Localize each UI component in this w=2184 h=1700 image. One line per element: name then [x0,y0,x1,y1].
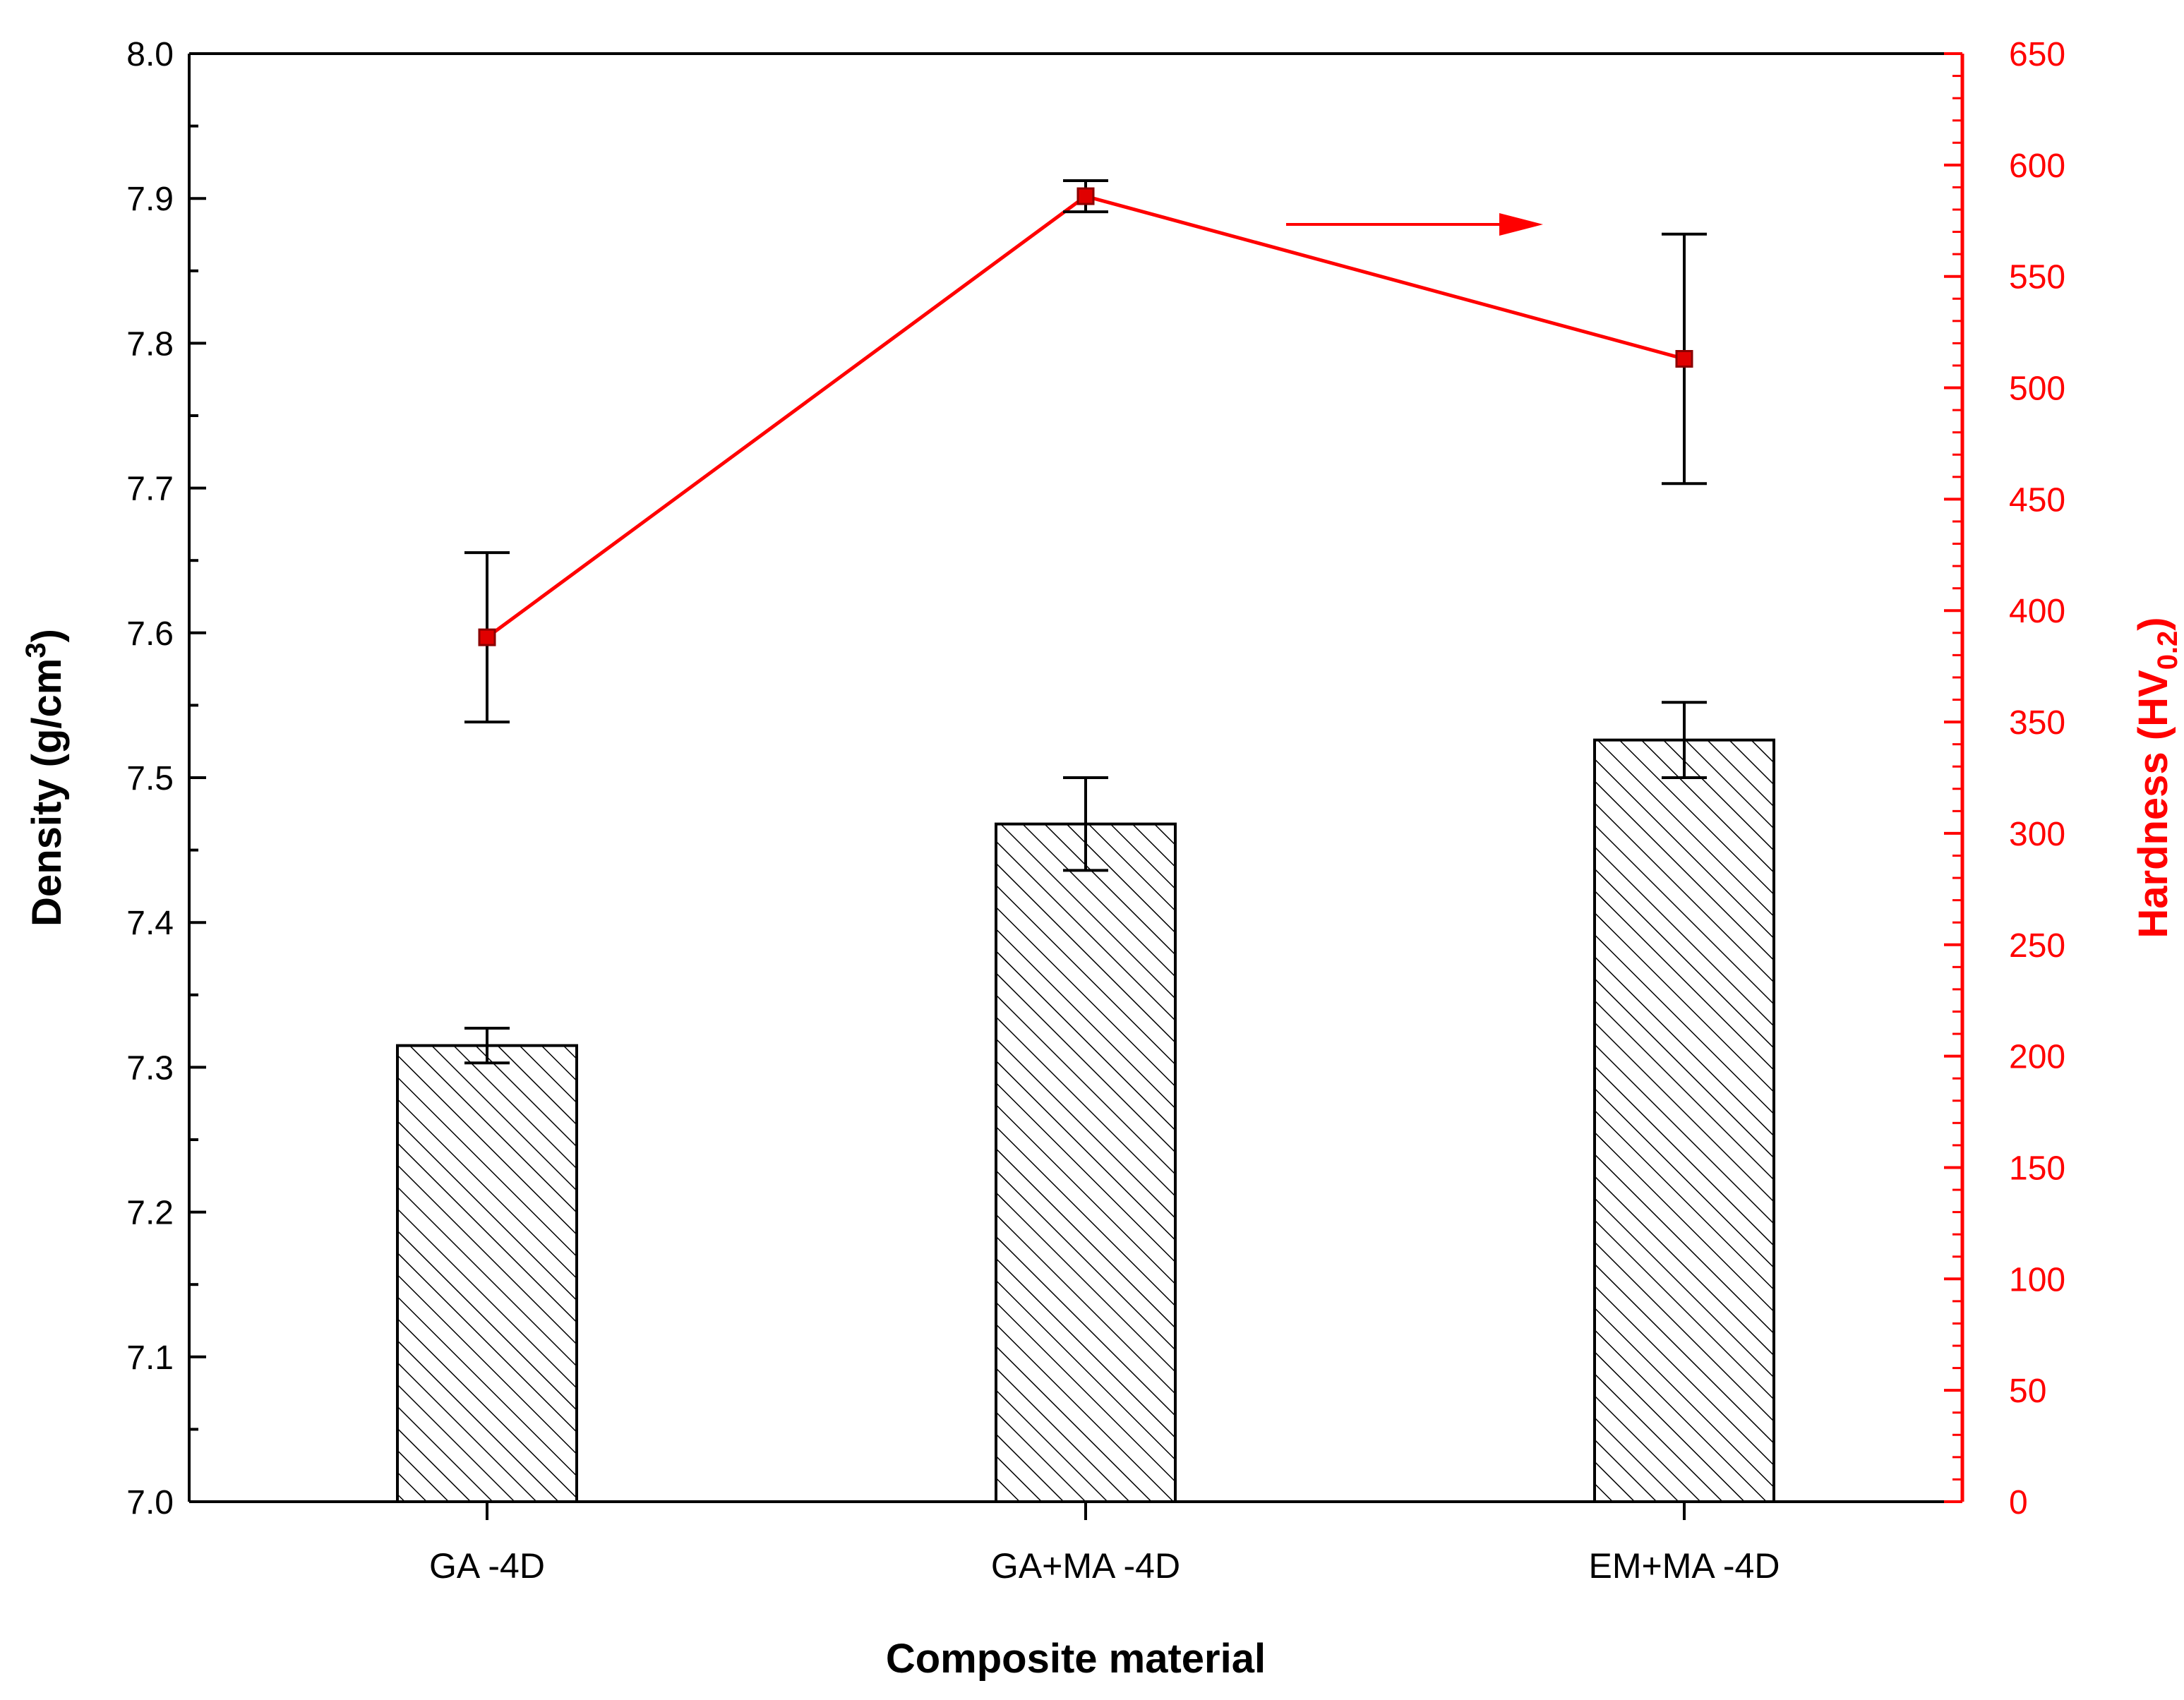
y-tick-label: 7.6 [126,615,174,653]
y-tick-label: 7.0 [126,1484,174,1521]
y-tick-label: 7.2 [126,1195,174,1232]
y-tick-label: 7.4 [126,905,174,942]
density-bar [995,822,1177,1503]
x-category-label: GA -4D [429,1546,545,1586]
y2-tick-label: 500 [2009,370,2065,408]
density-bar [1593,738,1775,1503]
y2-tick-label: 450 [2009,481,2065,519]
hardness-marker [1076,187,1095,205]
y2-tick-label: 200 [2009,1039,2065,1076]
density-error-bar [1063,776,1108,872]
y2-tick-label: 350 [2009,704,2065,742]
y2-tick-label: 600 [2009,147,2065,185]
y2-tick-label: 100 [2009,1261,2065,1298]
y2-axis-title-main: Hardness (HV [2130,670,2176,939]
y-axis-title-sup: 3 [20,642,52,658]
y-tick-label: 7.8 [126,325,174,363]
y2-tick-label: 400 [2009,593,2065,630]
density-error-bar [464,1026,510,1065]
y2-tick-label: 550 [2009,259,2065,296]
y-tick-label: 8.0 [126,36,174,73]
y-tick-label: 7.3 [126,1049,174,1087]
y-axis-title-main: Density (g/cm [24,658,70,927]
y-tick-label: 7.1 [126,1339,174,1377]
density-error-bar [1662,701,1707,779]
hardness-marker [1675,349,1693,368]
right-axis-arrow [1286,213,1543,236]
x-axis-title: Composite material [886,1636,1266,1682]
y2-axis-title: Hardness (HV0.2) [2130,617,2183,938]
y-axis-title-close: ) [24,629,70,642]
y2-tick-label: 0 [2009,1484,2028,1521]
y-axis-title: Density (g/cm3) [20,629,70,927]
y-tick-label: 7.9 [126,181,174,218]
y2-tick-label: 300 [2009,816,2065,853]
y2-tick-label: 650 [2009,36,2065,73]
x-category-label: GA+MA -4D [991,1546,1180,1586]
density-bar [396,1044,578,1503]
y2-tick-label: 50 [2009,1373,2046,1410]
y-tick-label: 7.7 [126,471,174,508]
hardness-line [486,194,1685,639]
hardness-marker [478,628,496,646]
y-tick-label: 7.5 [126,760,174,797]
x-category-label: EM+MA -4D [1589,1546,1780,1586]
y2-tick-label: 150 [2009,1150,2065,1187]
y2-tick-label: 250 [2009,927,2065,965]
y2-axis-title-close: ) [2130,617,2176,630]
y2-axis-title-sub: 0.2 [2152,631,2183,670]
